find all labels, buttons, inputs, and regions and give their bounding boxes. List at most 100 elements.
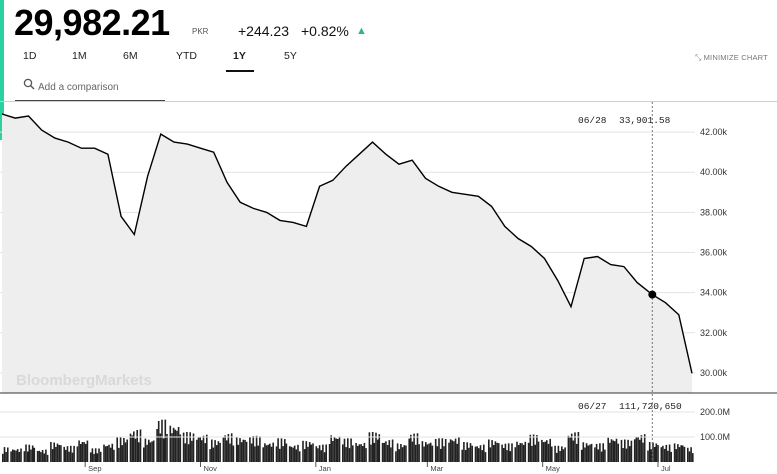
volume-bar (662, 445, 664, 462)
volume-bar (627, 439, 629, 462)
volume-bar (670, 451, 672, 462)
tooltip-volume-date: 06/27 (578, 401, 607, 412)
volume-tick-label: 200.0M (700, 407, 730, 417)
volume-bar (78, 440, 80, 462)
volume-bar (298, 451, 301, 462)
volume-bar (25, 444, 27, 462)
price-area (2, 114, 692, 393)
volume-bar (352, 445, 354, 462)
volume-bar (373, 442, 376, 462)
price-line (1, 113, 693, 374)
volume-bar (80, 444, 82, 462)
volume-bar (347, 438, 349, 462)
volume-bar (206, 434, 208, 462)
volume-bar (395, 451, 397, 462)
volume-bar (227, 434, 230, 462)
volume-bar (531, 445, 533, 462)
volume-bar (483, 444, 485, 462)
volume-bar (408, 438, 410, 462)
tab-1y[interactable]: 1Y (233, 50, 246, 62)
volume-bar (368, 432, 371, 462)
volume-bar (444, 439, 447, 462)
volume-bar (159, 433, 162, 462)
volume-bar (143, 447, 145, 462)
tab-5y[interactable]: 5Y (284, 50, 297, 62)
volume-bar (197, 437, 200, 462)
volume-bar (640, 435, 643, 462)
volume-bar (89, 452, 92, 462)
volume-bar (423, 446, 425, 462)
volume-bar (620, 439, 623, 462)
volume-bar (597, 449, 600, 462)
volume-bar (590, 443, 593, 462)
tab-1m[interactable]: 1M (72, 50, 87, 62)
tab-1d[interactable]: 1D (23, 50, 37, 62)
volume-bar (293, 445, 296, 462)
comparison-input[interactable] (38, 77, 164, 97)
volume-bar (587, 445, 590, 462)
volume-bar (580, 449, 583, 462)
volume-bar (416, 433, 419, 462)
volume-bar (458, 437, 460, 462)
volume-bar (567, 435, 570, 462)
volume-bar (179, 434, 182, 462)
volume-bar (202, 435, 205, 462)
chart-top-border (0, 101, 777, 102)
price-tooltip: 06/28 33,901.58 (578, 115, 671, 126)
volume-bar (312, 443, 314, 462)
volume-bar (556, 452, 558, 462)
tab-6m[interactable]: 6M (123, 50, 138, 62)
volume-bar (413, 433, 415, 462)
volume-bar (537, 441, 540, 462)
volume-bar (305, 441, 308, 462)
volume-bar (541, 439, 543, 462)
tooltip-price-value: 33,901.58 (619, 115, 671, 126)
volume-bar (269, 443, 271, 462)
volume-tooltip: 06/27 111,720,650 (578, 401, 682, 412)
volume-bar (214, 440, 216, 462)
volume-bar (139, 429, 142, 462)
volume-bar (172, 427, 175, 462)
volume-bar (171, 433, 173, 462)
volume-bar (386, 445, 389, 462)
volume-bar (436, 446, 439, 462)
volume-bar (148, 439, 150, 462)
volume-bar (575, 443, 578, 462)
currency-label: PKR (192, 27, 209, 36)
volume-bar (635, 437, 638, 462)
volume-bar (509, 451, 512, 462)
volume-bar (682, 445, 684, 462)
x-tick-label: Sep (88, 464, 101, 473)
volume-bar (484, 452, 487, 462)
volume-bar (161, 419, 163, 462)
volume-bar (216, 445, 218, 462)
volume-bar (46, 454, 49, 462)
volume-bar (464, 450, 467, 462)
volume-bar (443, 446, 445, 462)
volume-bar (176, 430, 178, 462)
x-tick-label: Jul (661, 464, 671, 473)
volume-bar (239, 438, 241, 462)
volume-bar (376, 439, 379, 462)
volume-bar (103, 444, 105, 462)
volume-bar (615, 438, 618, 462)
volume-bar (164, 419, 167, 462)
volume-bar (204, 443, 206, 462)
volume-bar (438, 438, 440, 462)
volume-bar (527, 442, 530, 462)
volume-bar (270, 446, 273, 462)
volume-bar (169, 425, 172, 462)
minimize-icon: ⤡ (695, 53, 702, 62)
volume-bar (290, 446, 293, 462)
volume-bar (192, 433, 195, 462)
volume-bar (630, 440, 633, 462)
minimize-chart-button[interactable]: ⤡ MINIMIZE CHART (695, 53, 768, 63)
tab-ytd[interactable]: YTD (176, 50, 197, 62)
volume-bar (355, 443, 357, 462)
volume-bar (497, 443, 500, 462)
volume-bar (133, 431, 135, 462)
volume-bar (629, 446, 631, 462)
volume-bar (86, 440, 89, 462)
volume-bar (643, 434, 646, 462)
